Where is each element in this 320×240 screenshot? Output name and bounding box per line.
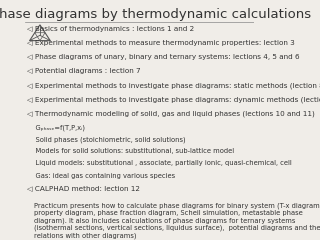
Text: ◁ Experimental methods to investigate phase diagrams: dynamic methods (lection 9: ◁ Experimental methods to investigate ph… xyxy=(27,96,320,102)
Text: ◁ Experimental methods to measure thermodynamic properties: lection 3: ◁ Experimental methods to measure thermo… xyxy=(27,40,295,46)
Text: ◁ Basics of thermodynamics : lections 1 and 2: ◁ Basics of thermodynamics : lections 1 … xyxy=(27,26,195,32)
Text: Models for solid solutions: substitutional, sub-lattice model: Models for solid solutions: substitution… xyxy=(27,148,235,154)
Text: Gas: ideal gas containing various species: Gas: ideal gas containing various specie… xyxy=(27,173,175,179)
Text: ◁ CALPHAD method: lection 12: ◁ CALPHAD method: lection 12 xyxy=(27,185,140,191)
Text: Liquid models: substitutional , associate, partially ionic, quasi-chemical, cell: Liquid models: substitutional , associat… xyxy=(27,161,292,167)
Text: ◁ Phase diagrams of unary, binary and ternary systems: lections 4, 5 and 6: ◁ Phase diagrams of unary, binary and te… xyxy=(27,54,300,60)
Text: ◁ Thermodynamic modeling of solid, gas and liquid phases (lections 10 and 11): ◁ Thermodynamic modeling of solid, gas a… xyxy=(27,110,315,117)
Text: ◁ Experimental methods to investigate phase diagrams: static methods (lection 8): ◁ Experimental methods to investigate ph… xyxy=(27,82,320,89)
Text: Phase diagrams by thermodynamic calculations: Phase diagrams by thermodynamic calculat… xyxy=(0,8,311,21)
Text: Practicum presents how to calculate phase diagrams for binary system (T-x diagra: Practicum presents how to calculate phas… xyxy=(34,203,320,239)
Text: Gₚₕₐₛₑ=f(T,P,xᵢ): Gₚₕₐₛₑ=f(T,P,xᵢ) xyxy=(27,124,85,131)
Text: ◁ Potential diagrams : lection 7: ◁ Potential diagrams : lection 7 xyxy=(27,68,141,74)
Text: Solid phases (stoichiometric, solid solutions): Solid phases (stoichiometric, solid solu… xyxy=(27,136,186,143)
